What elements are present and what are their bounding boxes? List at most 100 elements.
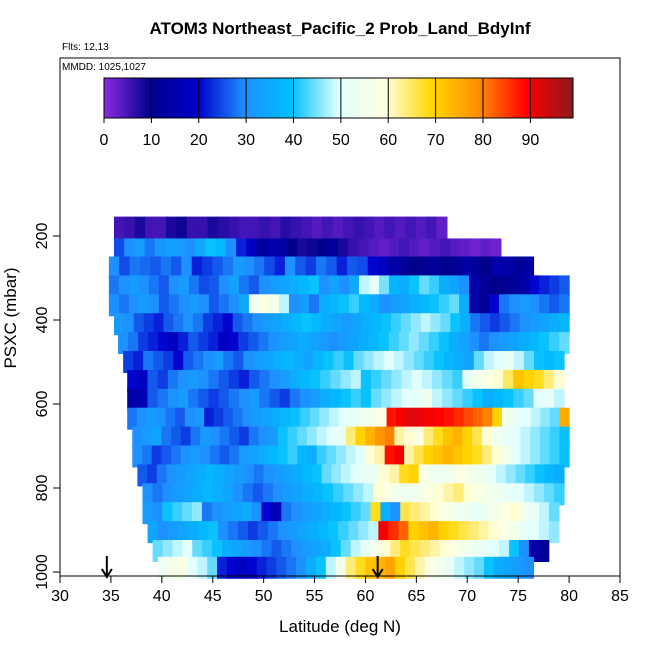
heatmap-cell xyxy=(278,332,290,355)
heatmap-cell xyxy=(523,351,535,373)
heatmap-cell xyxy=(413,426,425,449)
heatmap-cell xyxy=(398,332,410,355)
colorbar-tick-label: 50 xyxy=(332,132,350,149)
heatmap-cell xyxy=(301,540,312,562)
heatmap-cell xyxy=(311,464,323,487)
heatmap-cell xyxy=(228,332,239,355)
heatmap-cell xyxy=(543,369,555,392)
colorbar-tick-label: 80 xyxy=(474,132,492,149)
heatmap-cell xyxy=(152,483,164,506)
heatmap-cell xyxy=(499,540,510,562)
heatmap-cell xyxy=(368,238,380,261)
colorbar-tick-label: 90 xyxy=(521,132,539,149)
heatmap-cell xyxy=(433,445,444,468)
heatmap-cell xyxy=(330,388,342,411)
heatmap-cell xyxy=(232,483,244,506)
heatmap-cell xyxy=(463,483,475,506)
heatmap-cell xyxy=(209,426,221,449)
heatmap-cell xyxy=(464,556,475,579)
heatmap-cell xyxy=(287,445,298,468)
heatmap-cell xyxy=(539,275,550,298)
heatmap-cell xyxy=(219,445,230,468)
heatmap-cell xyxy=(338,294,350,317)
heatmap-cell xyxy=(249,369,260,392)
heatmap-cell xyxy=(533,351,545,373)
heatmap-cell xyxy=(539,332,550,355)
heatmap-cell xyxy=(192,483,204,506)
heatmap-cell xyxy=(150,256,162,279)
heatmap-cell xyxy=(132,445,143,468)
heatmap-cell xyxy=(137,369,149,392)
heatmap-cell xyxy=(473,351,485,373)
heatmap-cell xyxy=(198,388,210,411)
heatmap-cell xyxy=(330,369,342,392)
heatmap-cell xyxy=(137,388,149,411)
heatmap-cell xyxy=(340,502,352,525)
heatmap-cell xyxy=(298,521,309,544)
heatmap-cell xyxy=(168,332,179,355)
heatmap-cell xyxy=(492,388,504,411)
heatmap-cell xyxy=(409,275,420,298)
heatmap-cell xyxy=(509,294,520,317)
heatmap-cell xyxy=(167,369,179,392)
heatmap-cell xyxy=(182,502,193,525)
heatmap-cell xyxy=(472,388,484,411)
heatmap-cell xyxy=(180,426,192,449)
heatmap-cell xyxy=(211,502,223,525)
heatmap-cell xyxy=(411,388,423,411)
heatmap-cell xyxy=(252,313,263,336)
heatmap-cell xyxy=(379,275,390,298)
heatmap-cell xyxy=(228,369,240,392)
heatmap-cell xyxy=(267,521,279,544)
heatmap-cell xyxy=(381,388,392,411)
heatmap-cell xyxy=(472,369,484,392)
heatmap-cell xyxy=(403,351,415,373)
heatmap-cell xyxy=(338,275,350,298)
heatmap-cell xyxy=(152,540,164,562)
heatmap-cell xyxy=(268,445,279,468)
heatmap-cell xyxy=(369,294,380,317)
heatmap-cell xyxy=(355,426,366,449)
heatmap-cell xyxy=(489,313,501,336)
heatmap-cell xyxy=(357,407,368,430)
heatmap-cell xyxy=(128,294,140,317)
heatmap-cell xyxy=(207,216,219,239)
heatmap-cell xyxy=(308,332,320,355)
heatmap-cell xyxy=(333,483,344,506)
heatmap-cell xyxy=(129,256,141,279)
heatmap-cell xyxy=(433,351,445,373)
heatmap-cell xyxy=(147,464,158,487)
heatmap-cell xyxy=(244,464,255,487)
heatmap-cell xyxy=(190,445,201,468)
heatmap-cell xyxy=(188,294,200,317)
heatmap-cell xyxy=(503,483,515,506)
heatmap-cell xyxy=(511,407,522,430)
heatmap-cell xyxy=(231,540,243,562)
heatmap-cell xyxy=(523,483,535,506)
heatmap-cell xyxy=(305,256,317,279)
heatmap-cell xyxy=(419,275,430,298)
heatmap-cell xyxy=(228,388,240,411)
heatmap-cell xyxy=(433,483,445,506)
y-tick-label: 400 xyxy=(34,307,51,334)
heatmap-cell xyxy=(413,483,425,506)
heatmap-cell xyxy=(513,351,525,373)
heatmap-cell xyxy=(280,216,292,239)
heatmap-cell xyxy=(248,332,259,355)
heatmap-cell xyxy=(503,556,515,579)
heatmap-cell xyxy=(559,426,570,449)
heatmap-cell xyxy=(408,464,420,487)
heatmap-cell xyxy=(185,464,197,487)
heatmap-cell xyxy=(323,351,335,373)
x-tick-label: 35 xyxy=(102,588,120,605)
heatmap-cell xyxy=(118,275,130,298)
heatmap-cell xyxy=(393,351,405,373)
heatmap-cell xyxy=(428,464,439,487)
heatmap-cell xyxy=(383,483,394,506)
colorbar-tick-label: 60 xyxy=(379,132,397,149)
heatmap-cell xyxy=(539,294,550,317)
heatmap-cell xyxy=(123,313,135,336)
heatmap-cell xyxy=(525,464,536,487)
heatmap-cell xyxy=(434,556,446,579)
heatmap-cell xyxy=(549,275,560,298)
